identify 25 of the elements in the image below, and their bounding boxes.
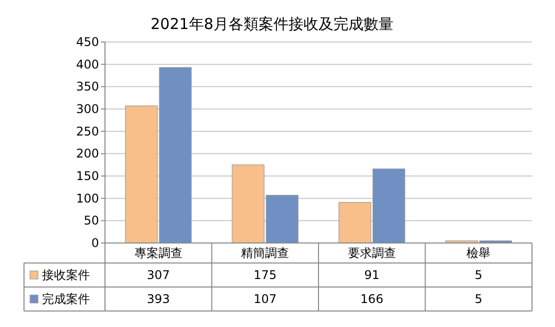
data-label: 393 bbox=[146, 292, 170, 306]
ytick: 400 bbox=[76, 57, 99, 72]
data-label: 91 bbox=[364, 268, 380, 282]
ytick: 50 bbox=[84, 214, 99, 228]
ytick: 100 bbox=[76, 191, 99, 206]
title: 2021年8月各類案件接收及完成數量 bbox=[150, 15, 394, 33]
xtick: 要求調查 bbox=[348, 246, 396, 260]
data-label: 175 bbox=[254, 268, 277, 282]
xtick: 專案調查 bbox=[134, 246, 182, 260]
ytick: 150 bbox=[76, 169, 99, 183]
xtick: 檢舉 bbox=[466, 246, 491, 260]
ytick: 200 bbox=[76, 146, 99, 161]
data-label: 5 bbox=[474, 268, 482, 282]
legend: 完成案件 bbox=[42, 292, 90, 306]
legend: 接收案件 bbox=[42, 268, 90, 282]
data-label: 307 bbox=[146, 268, 170, 282]
ytick: 300 bbox=[76, 102, 99, 116]
ytick: 350 bbox=[76, 80, 99, 94]
xtick: 精簡調查 bbox=[241, 246, 290, 260]
ytick: 0 bbox=[91, 236, 99, 250]
data-label: 107 bbox=[254, 292, 277, 306]
data-label: 5 bbox=[474, 292, 482, 306]
data-label: 166 bbox=[360, 292, 384, 306]
ytick: 250 bbox=[76, 124, 99, 138]
ytick: 450 bbox=[76, 35, 99, 49]
